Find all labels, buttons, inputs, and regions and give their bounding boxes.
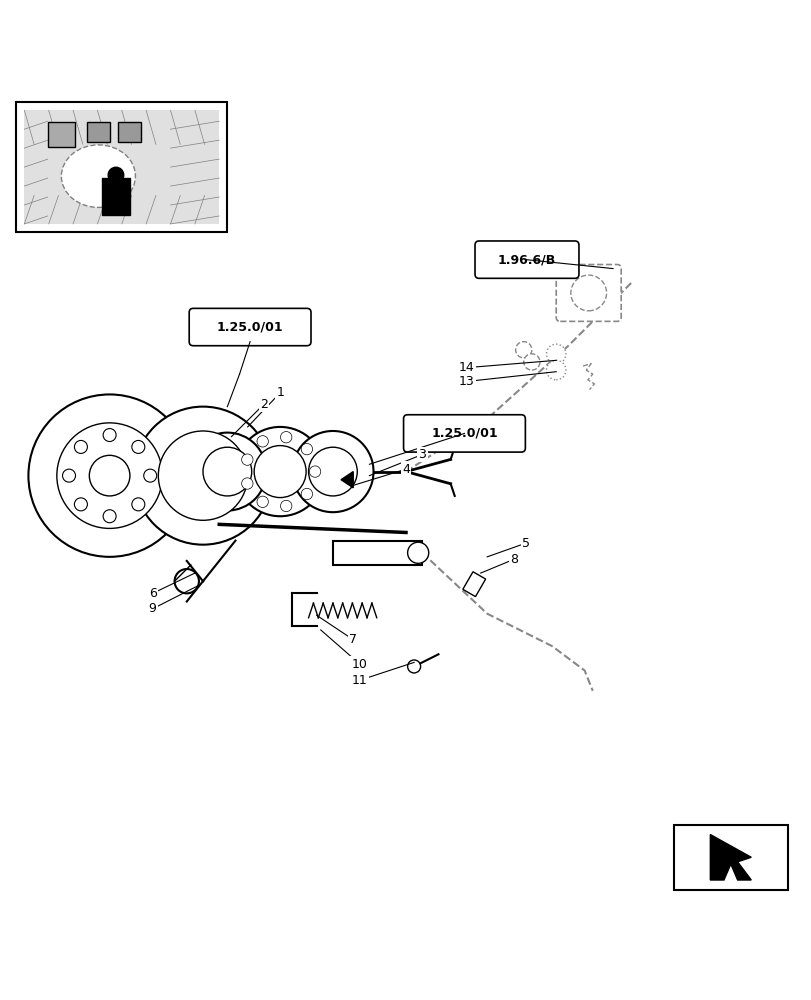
Polygon shape [333, 541, 422, 565]
Circle shape [256, 436, 268, 447]
Circle shape [407, 660, 420, 673]
Circle shape [108, 167, 123, 183]
Circle shape [131, 440, 144, 453]
Circle shape [292, 431, 373, 512]
Circle shape [407, 542, 428, 563]
Text: 13: 13 [458, 375, 474, 388]
Circle shape [546, 344, 565, 364]
Circle shape [144, 469, 157, 482]
FancyBboxPatch shape [673, 825, 787, 890]
Circle shape [188, 433, 266, 511]
Circle shape [523, 354, 539, 370]
Text: 8: 8 [509, 553, 517, 566]
Circle shape [75, 440, 88, 453]
Circle shape [301, 488, 312, 500]
Circle shape [203, 447, 251, 496]
Circle shape [242, 478, 253, 489]
Text: 14: 14 [458, 361, 474, 374]
Circle shape [57, 423, 162, 528]
Text: 7: 7 [349, 633, 357, 646]
Text: 11: 11 [351, 674, 367, 687]
Text: 3: 3 [418, 448, 426, 461]
Text: 6: 6 [148, 587, 157, 600]
Text: 4: 4 [401, 463, 410, 476]
Text: 1.25.0/01: 1.25.0/01 [217, 321, 283, 334]
Text: 2: 2 [260, 398, 268, 411]
Circle shape [174, 569, 199, 593]
FancyBboxPatch shape [189, 308, 311, 346]
Text: 1.25.0/01: 1.25.0/01 [431, 427, 497, 440]
Circle shape [546, 360, 565, 380]
Text: 10: 10 [351, 658, 367, 671]
FancyBboxPatch shape [474, 241, 578, 278]
Bar [87, 122, 110, 142]
Bar [48, 122, 75, 147]
Circle shape [301, 443, 312, 455]
Circle shape [256, 496, 268, 508]
Text: 9: 9 [148, 602, 157, 615]
Text: 1.96.6/B: 1.96.6/B [497, 253, 556, 266]
Circle shape [89, 455, 130, 496]
FancyBboxPatch shape [16, 102, 227, 232]
Circle shape [235, 427, 324, 516]
Circle shape [309, 466, 320, 477]
Circle shape [280, 500, 291, 512]
Bar [102, 178, 130, 215]
Circle shape [242, 454, 253, 465]
Polygon shape [341, 472, 353, 488]
Circle shape [308, 447, 357, 496]
Circle shape [515, 342, 531, 358]
Polygon shape [710, 835, 750, 880]
Circle shape [103, 510, 116, 523]
Text: 5: 5 [521, 537, 530, 550]
Ellipse shape [62, 145, 135, 207]
Bar [462, 572, 485, 597]
FancyBboxPatch shape [403, 415, 525, 452]
Bar [118, 122, 141, 142]
Circle shape [62, 469, 75, 482]
Circle shape [280, 432, 291, 443]
Circle shape [103, 429, 116, 442]
Circle shape [28, 394, 191, 557]
Circle shape [254, 446, 306, 498]
Circle shape [75, 498, 88, 511]
Circle shape [134, 407, 272, 545]
Circle shape [131, 498, 144, 511]
Text: 1: 1 [276, 386, 284, 399]
FancyBboxPatch shape [556, 265, 620, 321]
Circle shape [158, 431, 247, 520]
Bar [24, 110, 219, 224]
Circle shape [570, 275, 606, 311]
